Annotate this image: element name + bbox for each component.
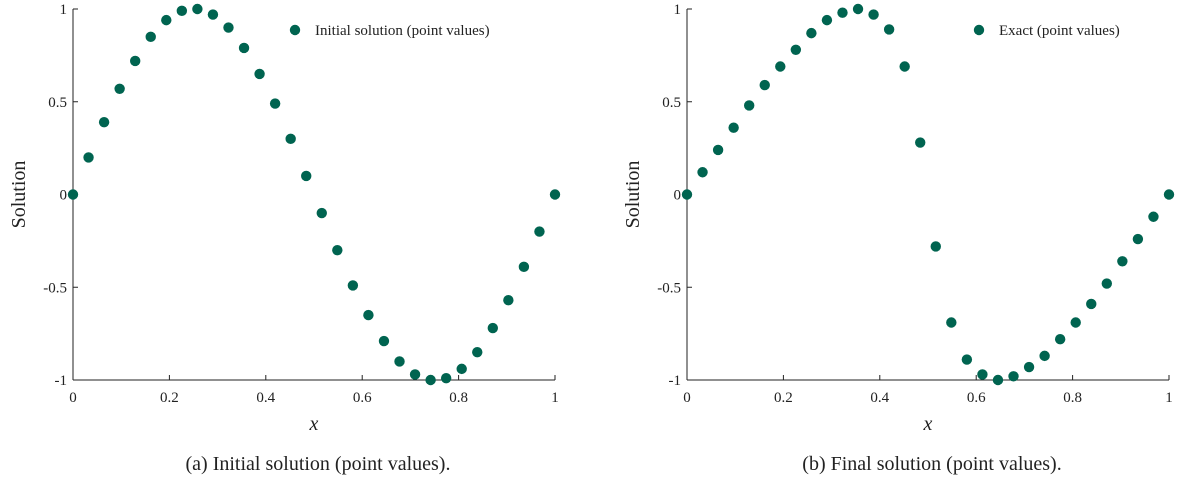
chart-panel-b: 0 0.2 0.4 0.6 0.8 1 -1 -0.5 0 0.5 1 x Solution Exact … (622, 2, 1175, 475)
data-point (1148, 211, 1159, 222)
data-point (534, 226, 545, 237)
data-point (1163, 189, 1175, 200)
y-tick-label: -0.5 (657, 280, 681, 296)
y-axis-label: Solution (622, 161, 644, 229)
figure-caption: (b) Final solution (point values). (802, 453, 1061, 475)
data-point (192, 3, 203, 15)
data-point (425, 374, 436, 386)
x-tick-label: 1 (1165, 390, 1173, 406)
data-point (915, 137, 926, 148)
data-point (1039, 350, 1050, 362)
data-point (363, 309, 374, 321)
y-tick-label: -0.5 (43, 280, 67, 296)
data-point (961, 354, 973, 365)
y-tick-label: 0 (674, 188, 682, 204)
data-point (899, 61, 910, 72)
chart-panel-a: 0 0.2 0.4 0.6 0.8 1 -1 -0.5 0 0.5 1 x Solution Initia… (8, 2, 561, 475)
y-tick-label: -1 (669, 373, 682, 389)
data-point (114, 83, 125, 94)
data-point (269, 98, 281, 109)
data-point (806, 27, 817, 39)
data-point (223, 22, 234, 33)
data-point (67, 189, 79, 200)
data-point (378, 335, 390, 347)
x-tick-label: 0.8 (1063, 390, 1082, 406)
data-point (129, 55, 141, 67)
data-point (285, 133, 296, 145)
data-point (254, 68, 265, 80)
x-tick-label: 1 (551, 390, 559, 406)
data-point (712, 144, 724, 156)
y-tick-label: 1 (60, 2, 68, 18)
data-point (440, 372, 452, 384)
x-tick-label: 0.2 (774, 390, 793, 406)
data-point (1086, 298, 1097, 310)
data-point (394, 356, 405, 367)
data-point (868, 9, 879, 20)
data-point (409, 369, 421, 380)
data-point (503, 295, 514, 306)
data-point (161, 14, 172, 26)
legend-label: Exact (point values) (999, 23, 1120, 39)
x-axis-label: x (923, 413, 933, 435)
x-axis-label: x (309, 413, 319, 435)
y-tick-label: 0.5 (662, 95, 681, 111)
data-point (1023, 361, 1035, 373)
data-point (759, 79, 770, 91)
data-point (883, 24, 895, 35)
x-tick-label: 0 (69, 390, 77, 406)
data-point (83, 152, 94, 163)
data-point (728, 122, 739, 133)
x-tick-label: 0.6 (967, 390, 986, 406)
y-axis-label: Solution (8, 161, 30, 229)
data-point (301, 170, 312, 182)
figure-caption: (a) Initial solution (point values). (186, 453, 451, 475)
data-point (238, 42, 250, 54)
data-point (487, 322, 499, 334)
data-point (992, 374, 1004, 386)
y-tick-label: 1 (674, 2, 682, 18)
data-point (743, 100, 755, 111)
x-tick-label: 0.4 (256, 390, 275, 406)
data-point (930, 241, 941, 252)
data-point (1054, 333, 1066, 345)
x-tick-label: 0.6 (353, 390, 372, 406)
data-point (837, 7, 848, 18)
data-point (977, 369, 988, 380)
data-point (207, 9, 219, 20)
y-tick-label: -1 (55, 373, 68, 389)
data-point (1101, 278, 1113, 289)
data-point (332, 244, 343, 256)
data-point (98, 116, 110, 128)
data-point (518, 261, 530, 273)
data-point (1132, 233, 1144, 245)
data-point (775, 61, 786, 72)
y-tick-label: 0.5 (48, 95, 67, 111)
data-point (790, 44, 802, 56)
data-point (821, 14, 833, 26)
data-point (549, 189, 561, 200)
legend-label: Initial solution (point values) (315, 23, 490, 39)
data-point (697, 167, 708, 178)
x-tick-label: 0.4 (870, 390, 889, 406)
y-tick-label: 0 (60, 188, 68, 204)
legend-marker (289, 24, 301, 36)
data-point (1070, 317, 1081, 328)
data-point (1117, 256, 1128, 267)
data-point (347, 280, 359, 291)
data-point (456, 363, 467, 375)
data-point (472, 346, 483, 358)
data-point (681, 189, 693, 200)
data-point (316, 207, 327, 219)
data-point (145, 31, 156, 43)
data-point (852, 3, 864, 15)
legend-marker (973, 24, 985, 36)
x-tick-label: 0.2 (160, 390, 179, 406)
x-tick-label: 0 (683, 390, 691, 406)
data-point (946, 317, 957, 328)
x-tick-label: 0.8 (449, 390, 468, 406)
data-point (1008, 371, 1019, 382)
data-point (176, 5, 188, 17)
